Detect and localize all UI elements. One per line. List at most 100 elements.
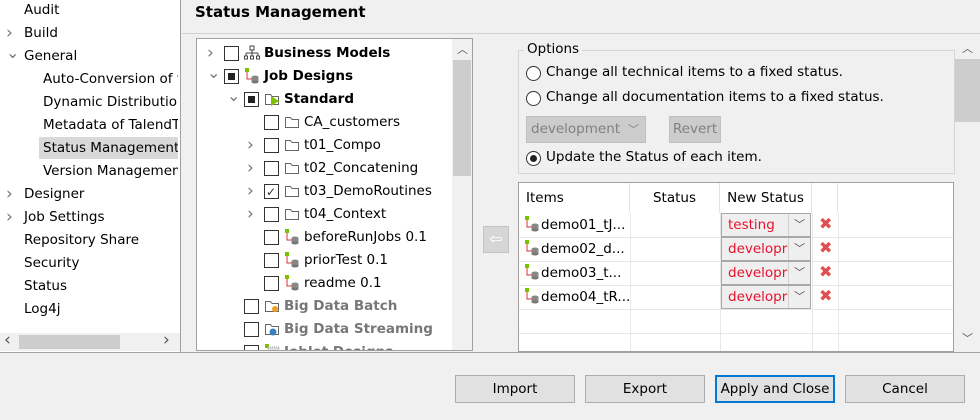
move-left-button[interactable]: ⇦ xyxy=(483,226,509,253)
tree-item[interactable]: beforeRunJobs 0.1 xyxy=(197,226,452,248)
nav-item[interactable]: Status Management xyxy=(39,137,178,159)
preferences-nav-tree[interactable]: Audit Build › General ⌄ Auto-Conversion of t D… xyxy=(0,0,181,352)
nav-item[interactable]: Auto-Conversion of t xyxy=(39,68,178,90)
tree-item[interactable]: CA_customers xyxy=(197,111,452,133)
nav-item[interactable]: Metadata of TalendT xyxy=(39,114,178,136)
chevron-right-icon[interactable]: › xyxy=(247,181,254,201)
new-status-combo[interactable]: developr ﹀ xyxy=(721,261,811,285)
chevron-right-icon[interactable]: › xyxy=(6,23,13,43)
chevron-right-icon[interactable]: › xyxy=(6,207,13,227)
chevron-down-icon: ﹀ xyxy=(628,123,639,136)
tree-item-checkbox[interactable] xyxy=(244,345,259,350)
delete-icon[interactable]: ✖ xyxy=(819,214,833,233)
tree-item-checkbox[interactable] xyxy=(224,69,239,84)
nav-item[interactable]: Security xyxy=(20,252,178,274)
tree-item-checkbox[interactable] xyxy=(264,230,279,245)
tree-item[interactable]: ⌄ Standard xyxy=(197,86,452,110)
tree-vertical-scrollbar[interactable]: ︿ xyxy=(452,39,472,350)
chevron-down-icon[interactable]: ⌄ xyxy=(6,43,20,62)
scroll-up-icon[interactable]: ︿ xyxy=(962,42,973,55)
options-vertical-scrollbar[interactable]: ︿ ﹀ xyxy=(955,38,980,351)
table-row[interactable]: demo04_tR... developr ﹀ ✖ xyxy=(519,285,953,309)
scroll-left-icon[interactable]: ‹ xyxy=(4,330,11,350)
delete-icon[interactable]: ✖ xyxy=(819,286,833,305)
tree-item-checkbox[interactable] xyxy=(264,138,279,153)
nav-item[interactable]: Version Managemen xyxy=(39,160,178,182)
chevron-down-icon[interactable]: ⌄ xyxy=(227,86,241,105)
tree-item[interactable]: › Business Models xyxy=(197,42,452,64)
chevron-down-icon[interactable]: ﹀ xyxy=(788,238,810,260)
tree-item-checkbox[interactable] xyxy=(264,253,279,268)
tree-item-checkbox[interactable] xyxy=(224,46,239,61)
chevron-right-icon[interactable]: › xyxy=(6,184,13,204)
scrollbar-thumb[interactable] xyxy=(955,59,980,122)
tree-item-checkbox[interactable] xyxy=(244,92,259,107)
nav-item[interactable]: Designer xyxy=(20,183,178,205)
radio-update-each-label[interactable]: Update the Status of each item. xyxy=(546,149,762,165)
nav-item[interactable]: Audit xyxy=(20,0,178,21)
nav-item[interactable]: Repository Share xyxy=(20,229,178,251)
tree-item[interactable]: › t01_Compo xyxy=(197,134,452,156)
column-header-status[interactable]: Status xyxy=(630,183,720,213)
tree-item[interactable]: › t04_Context xyxy=(197,203,452,225)
column-header-new-status[interactable]: New Status xyxy=(720,183,812,213)
radio-documentation[interactable] xyxy=(526,91,541,106)
nav-item[interactable]: Build xyxy=(20,22,178,44)
tree-item[interactable]: › t02_Concatening xyxy=(197,157,452,179)
nav-item[interactable]: Log4j xyxy=(20,298,178,320)
tree-item[interactable]: Joblet Designs xyxy=(197,341,452,350)
tree-item[interactable]: priorTest 0.1 xyxy=(197,249,452,271)
import-button[interactable]: Import xyxy=(455,375,575,403)
nav-horizontal-scrollbar[interactable]: ‹ › xyxy=(0,330,180,351)
table-row[interactable]: demo01_tJ... testing ﹀ ✖ xyxy=(519,213,953,237)
delete-icon[interactable]: ✖ xyxy=(819,262,833,281)
chevron-right-icon[interactable]: › xyxy=(207,43,214,63)
tree-item-checkbox[interactable] xyxy=(264,276,279,291)
tree-item-checkbox[interactable] xyxy=(264,115,279,130)
column-header-items[interactable]: Items xyxy=(519,183,630,213)
tree-item-checkbox[interactable] xyxy=(264,181,279,203)
chevron-down-icon[interactable]: ﹀ xyxy=(788,286,810,308)
revert-button[interactable]: Revert xyxy=(669,116,721,143)
chevron-down-icon[interactable]: ﹀ xyxy=(788,214,810,236)
radio-technical[interactable] xyxy=(526,66,541,81)
chevron-down-icon[interactable]: ﹀ xyxy=(788,262,810,284)
export-button[interactable]: Export xyxy=(585,375,705,403)
fixed-status-select[interactable]: development ﹀ xyxy=(526,116,646,143)
apply-and-close-button[interactable]: Apply and Close xyxy=(715,375,835,403)
cancel-button[interactable]: Cancel xyxy=(845,375,965,403)
nav-item[interactable]: Status xyxy=(20,275,178,297)
table-row[interactable]: demo02_d... developr ﹀ ✖ xyxy=(519,237,953,261)
radio-documentation-label[interactable]: Change all documentation items to a fixe… xyxy=(546,89,884,105)
nav-item[interactable]: General xyxy=(20,45,178,67)
tree-item-checkbox[interactable] xyxy=(244,299,259,314)
repository-tree[interactable]: ︿ › Business Models ⌄ Job Designs ⌄ Standard C… xyxy=(196,38,473,351)
scroll-up-icon[interactable]: ︿ xyxy=(457,43,468,56)
scroll-right-icon[interactable]: › xyxy=(163,330,170,350)
tree-item-checkbox[interactable] xyxy=(264,207,279,222)
scrollbar-thumb[interactable] xyxy=(19,335,120,349)
tree-item[interactable]: › t03_DemoRoutines xyxy=(197,180,452,203)
scroll-down-icon[interactable]: ﹀ xyxy=(962,332,973,345)
tree-item-checkbox[interactable] xyxy=(264,161,279,176)
nav-item[interactable]: Job Settings xyxy=(20,206,178,228)
tree-item[interactable]: readme 0.1 xyxy=(197,272,452,294)
chevron-right-icon[interactable]: › xyxy=(247,204,254,224)
chevron-right-icon[interactable]: › xyxy=(247,135,254,155)
new-status-combo[interactable]: testing ﹀ xyxy=(721,213,811,237)
chevron-right-icon[interactable]: › xyxy=(247,158,254,178)
new-status-combo[interactable]: developr ﹀ xyxy=(721,285,811,309)
nav-item[interactable]: Dynamic Distribution xyxy=(39,91,178,113)
scrollbar-thumb[interactable] xyxy=(453,60,471,176)
radio-update-each[interactable] xyxy=(526,151,541,166)
table-row[interactable]: demo03_t... developr ﹀ ✖ xyxy=(519,261,953,285)
chevron-down-icon[interactable]: ⌄ xyxy=(207,63,221,82)
tree-item[interactable]: Big Data Streaming xyxy=(197,318,452,340)
radio-technical-label[interactable]: Change all technical items to a fixed st… xyxy=(546,64,843,80)
new-status-combo[interactable]: developr ﹀ xyxy=(721,237,811,261)
tree-item[interactable]: ⌄ Job Designs xyxy=(197,63,452,87)
status-table[interactable]: Items Status New Status demo01_tJ... test… xyxy=(518,182,954,352)
tree-item[interactable]: Big Data Batch xyxy=(197,295,452,317)
delete-icon[interactable]: ✖ xyxy=(819,238,833,257)
tree-item-checkbox[interactable] xyxy=(244,322,259,337)
